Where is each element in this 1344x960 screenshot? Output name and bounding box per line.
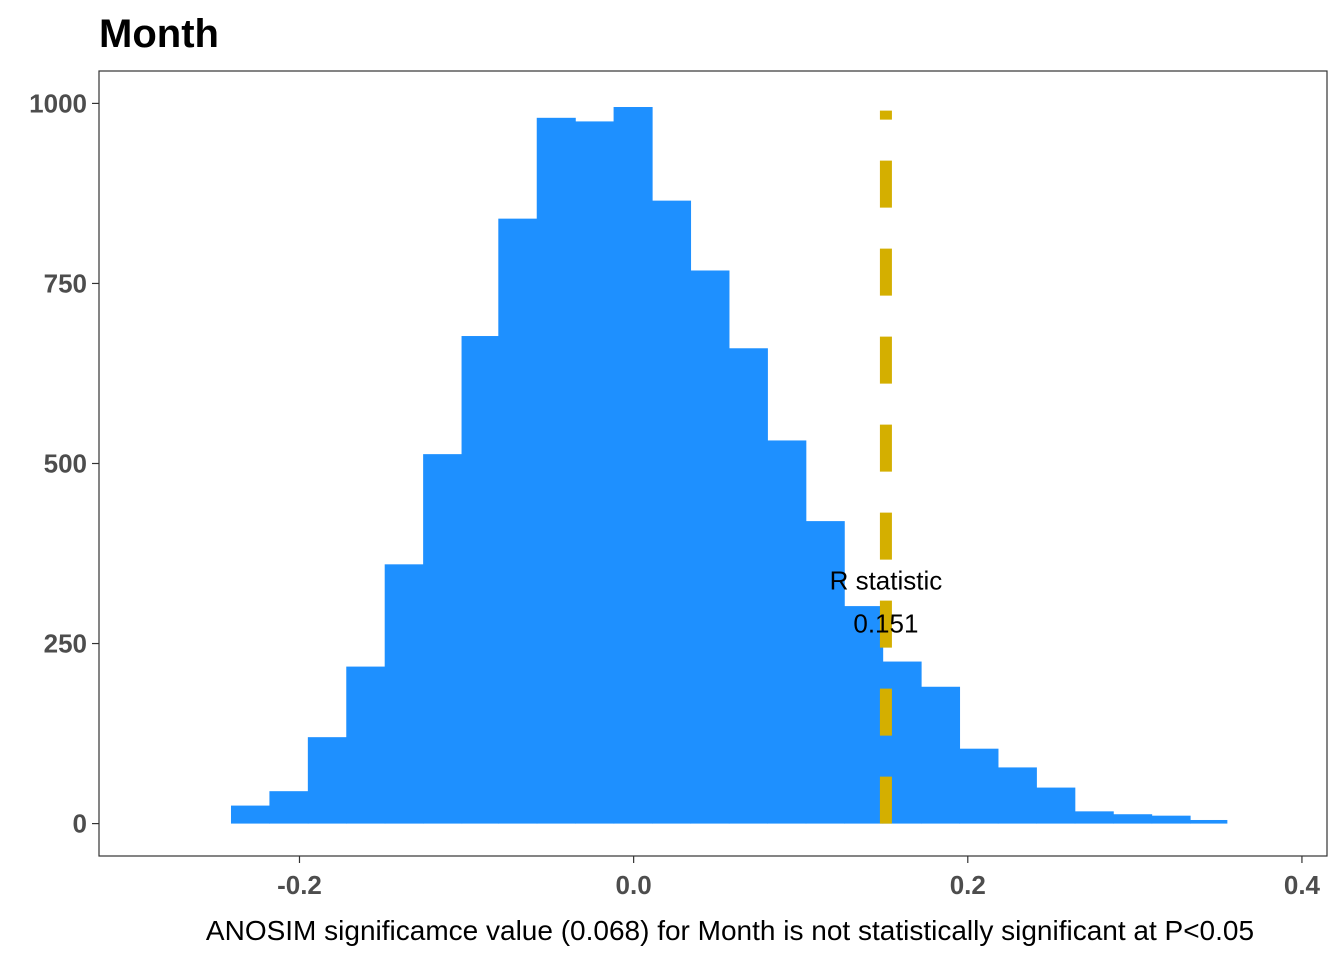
histogram-bar-18: [921, 686, 961, 824]
histogram-bar-4: [384, 564, 424, 824]
histogram-bar-6: [461, 336, 499, 824]
histogram-bar-22: [1074, 811, 1114, 824]
histogram-bar-2: [307, 737, 347, 824]
histogram-bar-7: [498, 218, 538, 824]
histogram-bar-0: [230, 805, 271, 824]
histogram-bar-1: [269, 791, 309, 824]
y-tick-label: 1000: [29, 88, 87, 118]
histogram-bar-5: [423, 454, 463, 824]
histogram-bar-15: [805, 521, 845, 824]
histogram-bar-20: [997, 767, 1037, 824]
y-tick-label: 750: [44, 268, 87, 298]
histogram-bar-19: [959, 748, 999, 824]
histogram-bar-24: [1151, 815, 1191, 824]
histogram-bar-23: [1113, 814, 1153, 824]
x-tick-label: 0.0: [616, 870, 652, 900]
histogram-bar-21: [1036, 787, 1076, 824]
x-tick-label: 0.4: [1284, 870, 1321, 900]
y-tick-label: 500: [44, 449, 87, 479]
histogram-bar-10: [613, 107, 653, 824]
r-statistic-label: R statistic: [830, 566, 943, 596]
r-statistic-value: 0.151: [853, 609, 918, 639]
y-tick-label: 250: [44, 629, 87, 659]
histogram-bar-14: [767, 440, 807, 824]
y-axis: 0 250 500 750 1000: [29, 88, 99, 839]
histogram-bar-13: [728, 348, 768, 824]
chart-title: Month: [99, 12, 219, 56]
histogram-bar-8: [536, 117, 576, 824]
histogram-bar-3: [346, 666, 386, 824]
x-axis: -0.2 0.0 0.2 0.4: [277, 856, 1321, 900]
histogram-bar-11: [652, 200, 692, 824]
x-axis-label: ANOSIM significamce value (0.068) for Mo…: [206, 915, 1254, 946]
histogram-bar-16: [844, 606, 884, 824]
histogram-bar-9: [575, 121, 615, 824]
x-tick-label: 0.2: [950, 870, 986, 900]
histogram-bars: [230, 107, 1228, 824]
histogram-bar-25: [1190, 819, 1228, 824]
x-tick-label: -0.2: [277, 870, 322, 900]
annotation-group: R statistic 0.151: [830, 566, 943, 639]
histogram-bar-12: [690, 270, 730, 824]
y-tick-label: 0: [73, 809, 87, 839]
